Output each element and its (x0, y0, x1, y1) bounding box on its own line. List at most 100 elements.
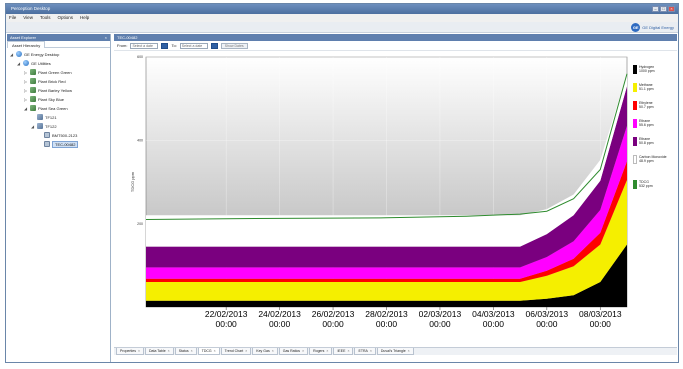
legend-value: 1000 ppm (639, 69, 655, 73)
ge-logo: GE GE Digital Energy (631, 23, 674, 32)
x-tick-label: 24/02/2013 00:00 (258, 309, 301, 329)
to-date-input[interactable]: Select a date (179, 42, 208, 49)
tab-status[interactable]: Status × (174, 348, 197, 355)
menu-tools[interactable]: Tools (39, 15, 51, 20)
tab-duval-s-triangle[interactable]: Duval's Triangle × (376, 348, 414, 355)
legend-swatch (633, 65, 637, 74)
area-ethane (146, 86, 627, 268)
tree-node-label: TF122 (45, 123, 57, 129)
app-window: Perception Desktop – □ × File View Tools… (5, 3, 679, 363)
legend-text: Methane 51.1 ppm (639, 83, 654, 92)
legend-value: 48.9 ppm (639, 159, 654, 163)
tab-label: Status (178, 349, 189, 353)
legend-entry: Methane 51.1 ppm (633, 83, 654, 92)
maximize-button[interactable]: □ (660, 6, 667, 12)
globe-icon (16, 51, 22, 57)
menu-view[interactable]: View (23, 15, 33, 20)
tree-node[interactable]: ◢ GE Utilities (17, 59, 51, 67)
show-dates-button[interactable]: Show Dates (220, 42, 248, 49)
tab-trend-chart[interactable]: Trend Chart × (220, 348, 252, 355)
legend-swatch (633, 155, 637, 164)
from-calendar-icon[interactable] (161, 42, 169, 49)
asset-hierarchy-tab[interactable]: Asset Hierarchy (7, 41, 46, 48)
tab-key-gas[interactable]: Key Gas × (252, 348, 278, 355)
ge-logo-icon: GE (631, 23, 641, 32)
expand-toggle-icon[interactable]: ◢ (24, 105, 28, 111)
tree-node[interactable]: ▷ Plant Green Green (24, 68, 72, 76)
expand-toggle-icon[interactable]: ◢ (10, 51, 14, 57)
plant-icon (30, 87, 36, 93)
tree-node[interactable]: TEC-00482 (38, 140, 79, 148)
tab-close-icon[interactable]: × (167, 349, 170, 353)
tab-data-table[interactable]: Data Table × (145, 348, 174, 355)
tab-label: Rogers (313, 349, 325, 353)
tree-node-label: GE Energy Desktop (24, 51, 60, 57)
area-carbon-monoxide (146, 73, 627, 247)
asset-explorer-header: Asset Explorer × (7, 34, 110, 41)
tree-node[interactable]: BMT500-2123 (38, 131, 77, 139)
expand-toggle-icon[interactable]: ▷ (24, 87, 28, 93)
tab-close-icon[interactable]: × (137, 349, 140, 353)
expand-toggle-icon[interactable]: ◢ (31, 123, 35, 129)
document-header: TEC-00482 (114, 34, 677, 41)
tab-close-icon[interactable]: × (369, 349, 372, 353)
legend-value: 50.7 ppm (639, 105, 654, 109)
tab-close-icon[interactable]: × (271, 349, 274, 353)
close-panel-icon[interactable]: × (104, 35, 107, 40)
window-controls: – □ × (652, 6, 675, 12)
tab-label: Key Gas (256, 349, 270, 353)
date-filter: From: Select a date To: Select a date Sh… (114, 41, 677, 51)
brand-name: GE Digital Energy (642, 25, 674, 30)
menu-file[interactable]: File (9, 15, 17, 20)
legend-name: Ethane (639, 137, 651, 141)
tab-gas-ratios[interactable]: Gas Ratios × (278, 348, 309, 355)
tree-node[interactable]: ▷ Plant Barley Yellow (24, 86, 72, 94)
legend-swatch (633, 101, 637, 110)
minimize-button[interactable]: – (652, 6, 659, 12)
tree-node[interactable]: ▷ Plant Brick Red (24, 77, 66, 85)
menu-help[interactable]: Help (79, 15, 90, 20)
expand-toggle-icon[interactable]: ▷ (24, 78, 28, 84)
y-tick-label: 200 (137, 222, 143, 226)
document-panel: TEC-00482 From: Select a date To: Select… (114, 34, 677, 362)
from-date-input[interactable]: Select a date (130, 42, 159, 49)
tab-close-icon[interactable]: × (245, 349, 248, 353)
menu-options[interactable]: Options (57, 15, 73, 20)
tab-tdcg[interactable]: TDCG × (197, 348, 220, 355)
tab-ieee[interactable]: IEEE × (333, 348, 354, 355)
y-tick-label: 400 (137, 139, 143, 143)
tab-close-icon[interactable]: × (302, 349, 305, 353)
tab-close-icon[interactable]: × (326, 349, 329, 353)
legend-entry: TDCG 532 ppm (633, 180, 653, 189)
tab-close-icon[interactable]: × (407, 349, 410, 353)
expand-toggle-icon[interactable]: ◢ (17, 60, 21, 66)
tree-node[interactable]: TF121 (31, 113, 57, 121)
tree-node-label: Plant Sky Blue (38, 96, 65, 102)
tab-rogers[interactable]: Rogers × (309, 348, 333, 355)
to-calendar-icon[interactable] (210, 42, 218, 49)
tree-node-label: Plant Brick Red (38, 78, 66, 84)
close-window-button[interactable]: × (668, 6, 675, 12)
legend-entry: Ethylene 50.7 ppm (633, 101, 654, 110)
plant-icon (30, 69, 36, 75)
tdcg-line (145, 73, 628, 220)
legend-text: TDCG 532 ppm (639, 180, 653, 189)
expand-toggle-icon[interactable]: ▷ (24, 96, 28, 102)
tree-node[interactable]: ▷ Plant Sky Blue (24, 95, 64, 103)
tree-node-label: Plant Barley Yellow (38, 87, 73, 93)
legend-name: Carbon Monoxide (639, 155, 667, 159)
tree-node[interactable]: ◢ TF122 (31, 122, 57, 130)
tree-node[interactable]: ◢ Plant Sea Green (24, 104, 68, 112)
asset-hierarchy-tabstrip: Asset Hierarchy (7, 41, 110, 48)
tab-properties[interactable]: Properties × (116, 348, 144, 355)
expand-toggle-icon[interactable]: ▷ (24, 69, 28, 75)
tab-etra[interactable]: ETRA × (354, 348, 376, 355)
asset-tree: ◢ GE Energy Desktop ◢ GE Utilities ▷ Plant Gr… (7, 48, 110, 148)
tab-close-icon[interactable]: × (213, 349, 216, 353)
asset-explorer-panel: Asset Explorer × Asset Hierarchy ◢ GE Ene… (7, 34, 111, 362)
tree-node[interactable]: ◢ GE Energy Desktop (10, 50, 59, 58)
tab-close-icon[interactable]: × (347, 349, 350, 353)
legend-name: TDCG (639, 180, 649, 184)
legend-name: Hydrogen (639, 65, 655, 69)
tab-close-icon[interactable]: × (190, 349, 193, 353)
